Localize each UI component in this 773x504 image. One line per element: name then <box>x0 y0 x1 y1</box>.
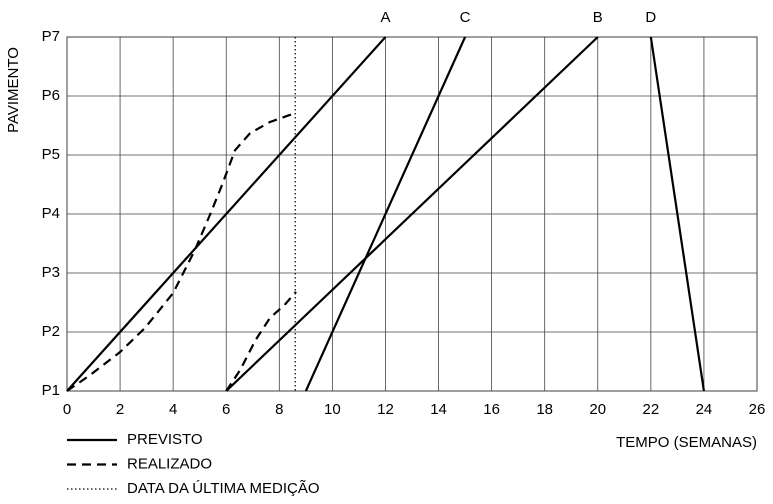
x-tick-label: 14 <box>430 401 447 418</box>
series-line <box>66 112 296 392</box>
y-tick-label: P6 <box>42 87 60 104</box>
x-tick-label: 12 <box>377 401 394 418</box>
y-axis-label: PAVIMENTO <box>5 47 22 133</box>
x-tick-label: 20 <box>589 401 606 418</box>
x-axis-label: TEMPO (SEMANAS) <box>616 434 757 451</box>
y-tick-label: P7 <box>42 28 60 45</box>
y-tick-label: P4 <box>42 205 60 222</box>
x-tick-label: 4 <box>169 401 177 418</box>
x-tick-label: 10 <box>324 401 341 418</box>
legend-label: REALIZADO <box>127 455 212 472</box>
series-line <box>649 36 706 392</box>
x-tick-label: 18 <box>536 401 553 418</box>
line-label: B <box>593 9 603 26</box>
y-tick-label: P2 <box>42 323 60 340</box>
line-label: A <box>380 9 390 26</box>
line-label: D <box>645 9 656 26</box>
x-tick-label: 6 <box>222 401 230 418</box>
y-tick-label: P5 <box>42 146 60 163</box>
x-tick-label: 22 <box>643 401 660 418</box>
series-line <box>225 291 297 392</box>
legend-label: PREVISTO <box>127 431 203 448</box>
x-tick-label: 24 <box>696 401 713 418</box>
x-tick-label: 2 <box>116 401 124 418</box>
y-tick-label: P3 <box>42 264 60 281</box>
legend-label: DATA DA ÚLTIMA MEDIÇÃO <box>127 480 320 497</box>
x-tick-label: 8 <box>275 401 283 418</box>
x-tick-label: 26 <box>749 401 766 418</box>
series-line <box>225 36 599 392</box>
series-line <box>304 36 467 392</box>
x-tick-label: 0 <box>63 401 71 418</box>
line-label: C <box>460 9 471 26</box>
x-tick-label: 16 <box>483 401 500 418</box>
series-line <box>66 36 387 392</box>
y-tick-label: P1 <box>42 382 60 399</box>
